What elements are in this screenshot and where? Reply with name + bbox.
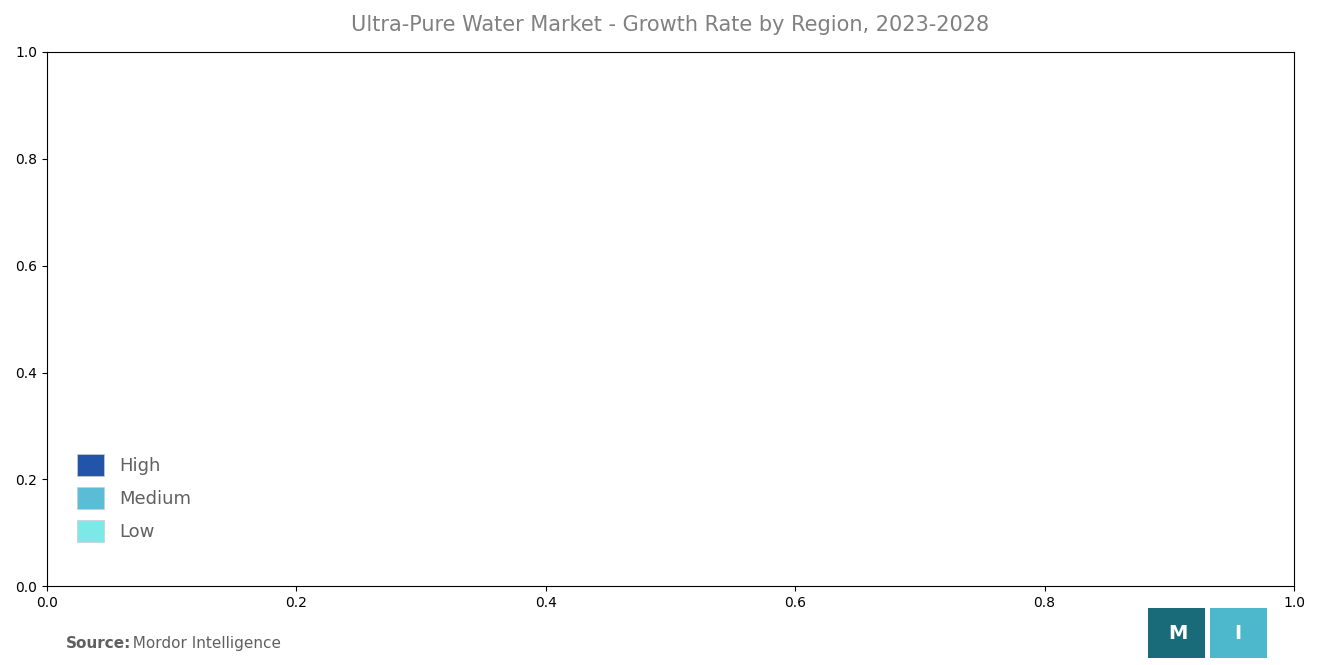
Text: Mordor Intelligence: Mordor Intelligence (123, 636, 281, 652)
Bar (1148, 608, 1205, 658)
Legend: High, Medium, Low: High, Medium, Low (69, 445, 199, 551)
Title: Ultra-Pure Water Market - Growth Rate by Region, 2023-2028: Ultra-Pure Water Market - Growth Rate by… (351, 15, 990, 35)
Bar (1210, 608, 1267, 658)
Text: M: M (1168, 624, 1188, 643)
Text: Source:: Source: (66, 636, 132, 652)
Text: I: I (1234, 624, 1241, 643)
